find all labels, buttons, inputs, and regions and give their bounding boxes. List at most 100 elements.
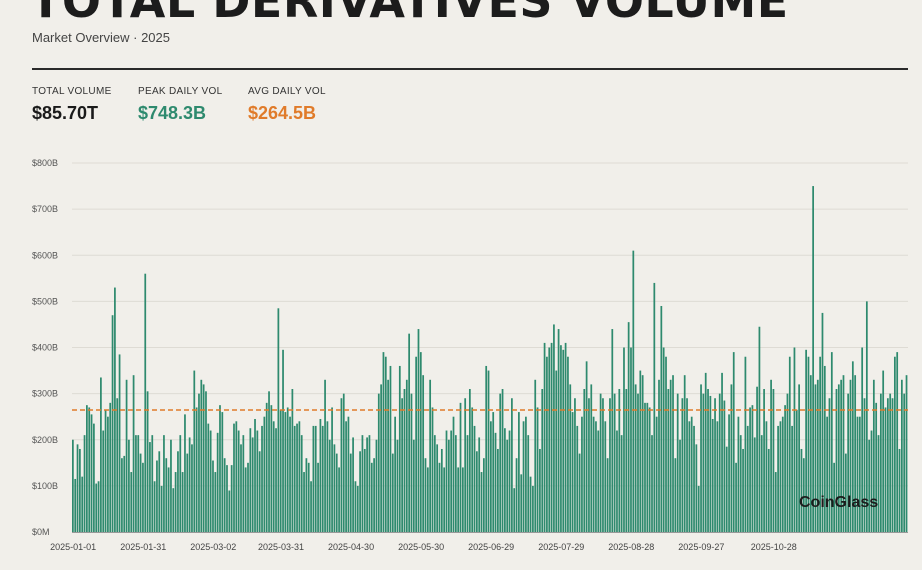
volume-bar xyxy=(730,384,733,532)
volume-bar xyxy=(226,465,228,532)
volume-bar xyxy=(655,416,658,532)
volume-bar xyxy=(156,460,158,532)
volume-bar xyxy=(461,467,464,532)
volume-bar xyxy=(819,356,821,532)
volume-bar xyxy=(328,439,331,532)
volume-bar xyxy=(543,342,546,532)
volume-bar xyxy=(616,430,618,532)
volume-bar xyxy=(588,398,590,532)
volume-bar xyxy=(363,448,366,532)
volume-bar xyxy=(527,435,530,532)
volume-bar xyxy=(653,282,656,532)
volume-bar xyxy=(216,432,219,532)
volume-bar xyxy=(716,421,719,532)
x-tick-label: 2025-07-29 xyxy=(538,542,584,552)
volume-bar xyxy=(184,414,186,532)
volume-bar xyxy=(398,365,401,532)
volume-bar xyxy=(475,451,478,532)
volume-bar xyxy=(464,398,467,532)
volume-bar xyxy=(394,416,396,532)
volume-bar xyxy=(121,458,123,532)
volume-bar xyxy=(144,273,147,532)
volume-bar xyxy=(494,432,497,532)
header-divider xyxy=(32,68,908,70)
volume-bar xyxy=(690,416,693,532)
volume-bar xyxy=(76,444,79,532)
volume-bar xyxy=(767,448,770,532)
volume-bar xyxy=(137,435,140,532)
volume-bar xyxy=(459,402,462,532)
volume-bar xyxy=(177,451,179,532)
volume-bar xyxy=(345,421,347,532)
volume-bar xyxy=(247,462,249,532)
x-tick-label: 2025-04-30 xyxy=(328,542,374,552)
volume-bar xyxy=(802,458,805,532)
volume-bar xyxy=(291,389,294,532)
x-tick-label: 2025-01-31 xyxy=(120,542,166,552)
volume-bar xyxy=(373,458,375,532)
volume-bar xyxy=(314,425,317,532)
volume-bar xyxy=(207,423,210,532)
stat-peak-daily-vol: PEAK DAILY VOL $748.3B xyxy=(138,86,222,124)
volume-bar xyxy=(436,444,439,532)
volume-bar xyxy=(193,370,196,532)
volume-bar xyxy=(305,458,308,532)
volume-bar xyxy=(415,356,418,532)
volume-bar xyxy=(223,458,226,532)
volume-bar xyxy=(823,365,826,532)
volume-bar xyxy=(146,391,149,532)
volume-bar xyxy=(319,418,322,532)
volume-bar xyxy=(419,352,422,532)
volume-bar xyxy=(746,425,749,532)
volume-bar xyxy=(721,372,723,532)
volume-bar xyxy=(426,467,429,532)
volume-bar xyxy=(116,398,119,532)
volume-bar xyxy=(95,483,98,532)
x-tick-label: 2025-05-30 xyxy=(398,542,444,552)
volume-bar xyxy=(272,421,275,532)
volume-bar xyxy=(424,458,427,532)
volume-bar xyxy=(700,384,702,532)
volume-bar xyxy=(548,347,551,532)
volume-bar xyxy=(172,488,175,532)
volume-bar xyxy=(132,375,135,532)
volume-bar xyxy=(450,430,453,532)
volume-bar xyxy=(784,405,786,532)
volume-bar xyxy=(532,485,534,533)
volume-bar xyxy=(191,444,193,532)
volume-bar xyxy=(356,485,359,533)
volume-bar xyxy=(856,416,859,532)
volume-bar xyxy=(286,407,289,532)
volume-bar xyxy=(212,460,214,532)
volume-bar xyxy=(340,398,343,532)
volume-bar xyxy=(431,407,434,532)
volume-bar xyxy=(704,372,707,532)
y-tick-label: $800B xyxy=(32,158,58,168)
volume-bar xyxy=(814,384,817,532)
volume-bar xyxy=(889,393,892,533)
volume-bar xyxy=(504,428,506,532)
volume-bar xyxy=(581,416,583,532)
volume-bar xyxy=(321,425,324,532)
volume-bar xyxy=(821,312,824,532)
volume-bar xyxy=(725,446,728,532)
volume-bar xyxy=(181,472,184,532)
volume-bar xyxy=(492,412,495,532)
volume-bar xyxy=(868,439,871,532)
volume-bar xyxy=(384,356,387,532)
volume-bar xyxy=(452,416,455,532)
volume-bar xyxy=(293,425,296,532)
volume-bar xyxy=(665,356,667,532)
volume-bar xyxy=(258,451,261,532)
volume-bar xyxy=(485,365,488,532)
volume-bar xyxy=(254,418,256,532)
volume-bar xyxy=(237,430,240,532)
volume-bar xyxy=(536,407,539,532)
volume-bar xyxy=(401,398,403,532)
volume-bar xyxy=(683,375,686,532)
volume-bar xyxy=(142,462,144,532)
volume-bar xyxy=(130,472,133,532)
volume-bar xyxy=(412,439,415,532)
volume-bar xyxy=(422,375,425,532)
volume-bar xyxy=(807,356,810,532)
